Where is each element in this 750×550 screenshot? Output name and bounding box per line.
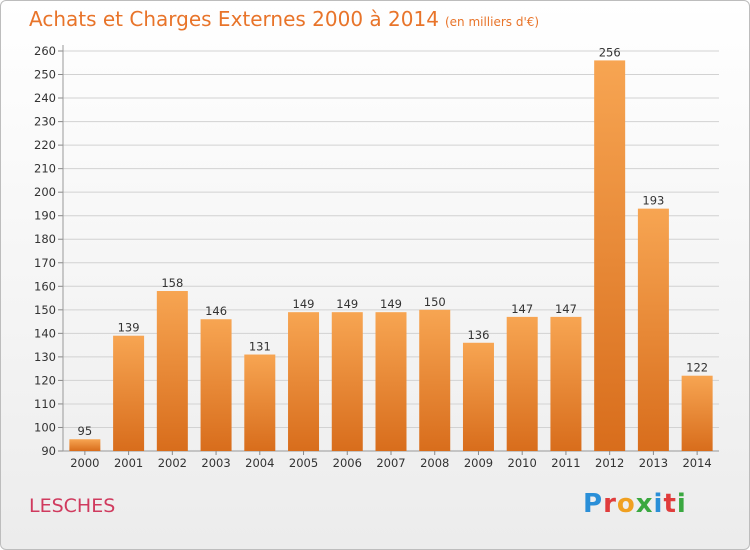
value-label-2005: 149 — [293, 297, 315, 311]
x-tick-label-2009: 2009 — [464, 456, 493, 470]
y-tick-label: 100 — [34, 420, 56, 434]
value-label-2014: 122 — [686, 361, 708, 375]
y-tick-label: 240 — [34, 91, 56, 105]
bar-2006 — [331, 312, 363, 451]
x-tick-label-2005: 2005 — [289, 456, 318, 470]
value-labels: 95 139 158 146 131 149 149 149 150 136 147 147 256 19… — [78, 45, 709, 438]
x-tick-label-2003: 2003 — [201, 456, 230, 470]
bar-2003 — [200, 319, 232, 451]
x-tick-label-2001: 2001 — [114, 456, 143, 470]
x-tick-label-2012: 2012 — [595, 456, 624, 470]
x-tick-label-2008: 2008 — [420, 456, 449, 470]
value-label-2012: 256 — [599, 45, 621, 59]
value-label-2010: 147 — [511, 302, 533, 316]
logo-letter: x — [635, 489, 654, 519]
value-label-2009: 136 — [467, 328, 489, 342]
x-tick-label-2010: 2010 — [508, 456, 537, 470]
logo-letter: o — [616, 489, 636, 519]
bar-2010 — [506, 316, 538, 451]
x-tick-labels: 2000 2001 2002 2003 2004 2005 2006 2007 2008 2009… — [70, 451, 712, 470]
logo-letter: P — [583, 489, 604, 519]
x-tick-label-2002: 2002 — [158, 456, 187, 470]
bar-2014 — [681, 375, 713, 451]
y-tick-label: 220 — [34, 138, 56, 152]
bar-2008 — [419, 309, 451, 451]
bar-2012 — [594, 60, 626, 451]
y-tick-label: 140 — [34, 326, 56, 340]
commune-name: LESCHES — [29, 495, 116, 517]
y-tick-label: 120 — [34, 373, 56, 387]
y-tick-label: 110 — [34, 397, 56, 411]
value-label-2011: 147 — [555, 302, 577, 316]
logo-letter: t — [663, 489, 677, 519]
logo-letter: i — [676, 489, 687, 519]
x-tick-label-2000: 2000 — [70, 456, 99, 470]
chart-title-text: Achats et Charges Externes 2000 à 2014 — [29, 7, 439, 31]
y-tick-label: 90 — [41, 444, 56, 458]
value-label-2002: 158 — [161, 276, 183, 290]
value-label-2000: 95 — [78, 424, 93, 438]
y-tick-label: 180 — [34, 232, 56, 246]
value-label-2013: 193 — [642, 194, 664, 208]
y-tick-label: 200 — [34, 185, 56, 199]
y-tick-label: 210 — [34, 162, 56, 176]
bars — [69, 60, 713, 451]
x-tick-label-2011: 2011 — [551, 456, 580, 470]
x-tick-label-2004: 2004 — [245, 456, 274, 470]
y-tick-label: 260 — [34, 44, 56, 58]
x-tick-label-2014: 2014 — [682, 456, 711, 470]
y-tick-label: 160 — [34, 279, 56, 293]
value-label-2008: 150 — [424, 295, 446, 309]
bar-2000 — [69, 439, 101, 451]
y-tick-label: 230 — [34, 115, 56, 129]
y-tick-label: 190 — [34, 209, 56, 223]
value-label-2004: 131 — [249, 340, 271, 354]
bar-2005 — [288, 312, 320, 451]
y-tick-label: 150 — [34, 303, 56, 317]
y-tick-label: 250 — [34, 68, 56, 82]
value-label-2007: 149 — [380, 297, 402, 311]
x-tick-label-2007: 2007 — [376, 456, 405, 470]
bar-2001 — [113, 335, 145, 451]
y-tick-labels: 90 100 110 120 130 140 150 160 170 180 190 200 210 22… — [34, 44, 56, 458]
x-tick-label-2013: 2013 — [639, 456, 668, 470]
bar-2004 — [244, 354, 276, 451]
bar-2002 — [156, 291, 188, 451]
proxiti-logo: Proxiti — [583, 489, 687, 519]
bar-2013 — [637, 208, 669, 451]
bar-2007 — [375, 312, 407, 451]
value-label-2006: 149 — [336, 297, 358, 311]
bar-2009 — [462, 342, 494, 451]
chart-subtitle: (en milliers d'€) — [444, 15, 540, 29]
value-label-2001: 139 — [118, 321, 140, 335]
value-label-2003: 146 — [205, 304, 227, 318]
bar-2011 — [550, 316, 582, 451]
y-tick-label: 170 — [34, 256, 56, 270]
y-tick-label: 130 — [34, 350, 56, 364]
logo-letter: i — [653, 489, 664, 519]
logo-letter: r — [603, 489, 617, 519]
chart-title: Achats et Charges Externes 2000 à 2014 (e… — [29, 7, 539, 31]
x-tick-label-2006: 2006 — [333, 456, 362, 470]
